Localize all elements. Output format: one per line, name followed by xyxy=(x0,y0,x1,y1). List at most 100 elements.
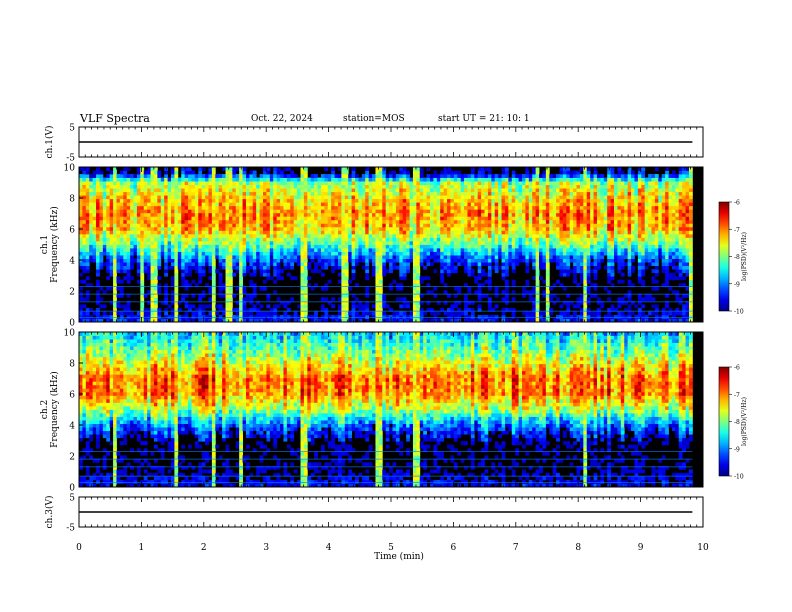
ch1-spectrogram-cell xyxy=(389,223,393,228)
ch1-spectrogram-cell xyxy=(82,244,87,249)
ch1-spectrogram-cell xyxy=(119,255,124,259)
ch1-spectrogram-cell xyxy=(515,198,519,203)
ch1-spectrogram-cell xyxy=(116,279,121,284)
ch1-spectrogram-cell xyxy=(136,212,141,217)
ch1-spectrogram-cell xyxy=(143,265,148,270)
ch1-spectrogram-cell xyxy=(399,244,404,249)
ch1-spectrogram-cell xyxy=(426,209,431,214)
ch1-spectrogram-cell xyxy=(79,279,83,284)
ch1-spectrogram-cell xyxy=(515,209,519,214)
ch1-spectrogram-cell xyxy=(378,212,383,217)
ch1-spectrogram-cell xyxy=(300,258,305,263)
ch1-spectrogram-cell xyxy=(184,219,189,224)
ch1-spectrogram-cell xyxy=(174,311,179,316)
ch1-spectrogram-cell xyxy=(426,184,431,189)
ch1-spectrogram-cell xyxy=(188,272,192,277)
ch1-spectrogram-cell xyxy=(194,212,199,217)
ch1-spectrogram-cell xyxy=(307,240,312,245)
ch1-spectrogram-cell xyxy=(225,283,230,288)
ch1-spectrogram-cell xyxy=(150,184,155,189)
ch1-spectrogram-cell xyxy=(198,240,203,245)
ch1-spectrogram-cell xyxy=(242,233,247,238)
ch1-spectrogram-cell xyxy=(487,276,492,281)
ch1-spectrogram-cell xyxy=(259,244,264,249)
ch1-spectrogram-cell xyxy=(174,265,179,270)
ch1-spectrogram-cell xyxy=(511,307,516,312)
ch1-spectrogram-cell xyxy=(259,209,264,214)
ch1-spectrogram-cell xyxy=(276,297,281,302)
ch1-spectrogram-cell xyxy=(225,262,230,267)
ch1-spectrogram-cell xyxy=(85,209,90,214)
ch1-spectrogram-cell xyxy=(222,177,226,182)
ch1-spectrogram-cell xyxy=(174,202,179,207)
ch1-spectrogram-cell xyxy=(232,314,237,319)
ch1-spectrogram-cell xyxy=(225,237,230,242)
ch1-spectrogram-cell xyxy=(222,286,226,291)
ch1-spectrogram-cell xyxy=(300,195,305,200)
ch1-spectrogram-cell xyxy=(286,307,291,312)
ch1-spectrogram-cell xyxy=(208,269,213,274)
ch1-spectrogram-cell xyxy=(273,230,278,235)
ch1-spectrogram-cell xyxy=(157,318,162,323)
ch1-spectrogram-cell xyxy=(361,230,366,235)
ch1-spectrogram-cell xyxy=(474,226,479,231)
ch1-spectrogram-cell xyxy=(433,205,438,210)
ch1-spectrogram-cell xyxy=(235,318,240,323)
ch1-spectrogram-cell xyxy=(188,255,192,259)
ch1-spectrogram-cell xyxy=(140,318,145,323)
ch1-spectrogram-cell xyxy=(232,272,237,277)
ch1-spectrogram-cell xyxy=(419,181,424,186)
ch1-spectrogram-cell xyxy=(157,283,162,288)
ch1-spectrogram-cell xyxy=(273,290,278,295)
ch1-spectrogram-cell xyxy=(293,230,298,235)
ch1-spectrogram-cell xyxy=(378,290,383,295)
ch1-spectrogram-cell xyxy=(188,233,192,238)
ch1-spectrogram-cell xyxy=(392,188,397,193)
ch1-spectrogram-cell xyxy=(89,258,94,263)
ch1-spectrogram-cell xyxy=(177,191,182,196)
ch1-spectrogram-cell xyxy=(252,198,257,203)
ch1-spectrogram-cell xyxy=(358,318,363,323)
ch1-spectrogram-cell xyxy=(208,223,213,228)
ch1-spectrogram-cell xyxy=(334,233,339,238)
ch1-spectrogram-cell xyxy=(450,233,455,238)
ch1-spectrogram-cell xyxy=(378,174,383,178)
ch1-spectrogram-cell xyxy=(511,170,516,175)
ch1-spectrogram-cell xyxy=(96,174,100,178)
ch1-spectrogram-cell xyxy=(402,216,407,221)
ch1-spectrogram-cell xyxy=(491,205,496,210)
ch1-spectrogram-cell xyxy=(307,283,312,288)
ch1-spectrogram-cell xyxy=(133,223,138,228)
ch1-spectrogram-cell xyxy=(123,248,128,252)
ch1-spectrogram-cell xyxy=(402,300,407,305)
ch1-spectrogram-cell xyxy=(143,219,148,224)
ch1-spectrogram-cell xyxy=(99,262,104,267)
ch1-spectrogram-cell xyxy=(106,167,111,171)
ch1-spectrogram-cell xyxy=(334,219,339,224)
ch1-spectrogram-cell xyxy=(361,251,366,256)
ch1-spectrogram-cell xyxy=(440,184,445,189)
ch1-spectrogram-cell xyxy=(188,269,192,274)
ch1-spectrogram-cell xyxy=(351,191,356,196)
ch1-spectrogram-cell xyxy=(245,237,250,242)
ch1-spectrogram-cell xyxy=(382,177,387,182)
ch1-spectrogram-cell xyxy=(324,283,329,288)
ch1-spectrogram-cell xyxy=(181,262,186,267)
ch1-spectrogram-cell xyxy=(252,286,257,291)
ch1-spectrogram-cell xyxy=(348,209,353,214)
ch1-spectrogram-cell xyxy=(286,314,291,319)
ch1-spectrogram-cell xyxy=(457,188,462,193)
ch1-spectrogram-cell xyxy=(79,198,83,203)
ch1-spectrogram-cell xyxy=(494,293,499,298)
ch1-spectrogram-cell xyxy=(228,290,233,295)
ch1-spectrogram-cell xyxy=(181,195,186,200)
ch1-spectrogram-cell xyxy=(222,202,226,207)
ch1-spectrogram-cell xyxy=(341,219,346,224)
ch1-spectrogram-cell xyxy=(143,177,148,182)
ch1-spectrogram-cell xyxy=(416,276,421,281)
ch1-spectrogram-cell xyxy=(140,223,145,228)
ch1-spectrogram-cell xyxy=(79,240,83,245)
ch1-spectrogram-cell xyxy=(385,318,390,323)
ch1-spectrogram-cell xyxy=(511,297,516,302)
ch1-spectrogram-cell xyxy=(140,269,145,274)
